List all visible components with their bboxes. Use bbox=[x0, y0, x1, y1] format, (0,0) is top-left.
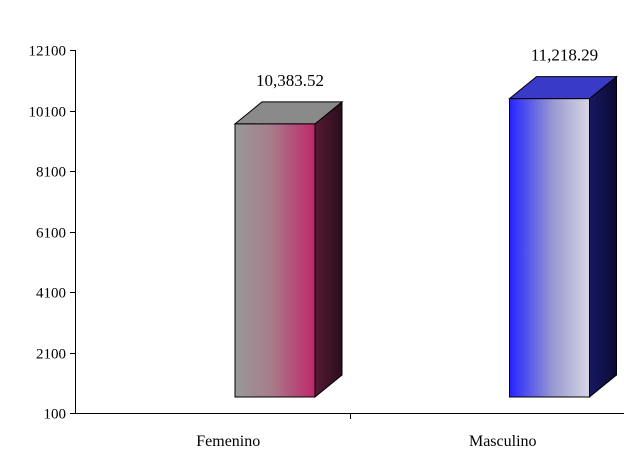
bar-data-label: 10,383.52 bbox=[256, 71, 324, 90]
y-tick-label: 2100 bbox=[36, 347, 66, 363]
y-tick-label: 4100 bbox=[36, 286, 66, 302]
y-tick-label: 12100 bbox=[29, 44, 67, 60]
y-tick-label: 8100 bbox=[36, 165, 66, 181]
bar bbox=[234, 123, 316, 398]
x-category-label: Masculino bbox=[469, 433, 537, 450]
bar bbox=[509, 98, 590, 398]
bar-data-label: 11,218.29 bbox=[531, 46, 598, 65]
y-axis-ticks: 100 2100 4100 6100 8100 10100 12100 bbox=[29, 44, 76, 423]
bar-side-face bbox=[314, 100, 343, 399]
y-tick-label: 10100 bbox=[29, 105, 67, 121]
y-tick-label: 100 bbox=[44, 407, 67, 423]
bar-side-face bbox=[589, 75, 617, 399]
bars-group: 10,383.52 11,218.29 bbox=[233, 46, 618, 399]
x-category-label: Femenino bbox=[196, 433, 260, 450]
y-tick-label: 6100 bbox=[36, 226, 66, 242]
x-axis-ticks: Femenino Masculino bbox=[196, 413, 537, 450]
